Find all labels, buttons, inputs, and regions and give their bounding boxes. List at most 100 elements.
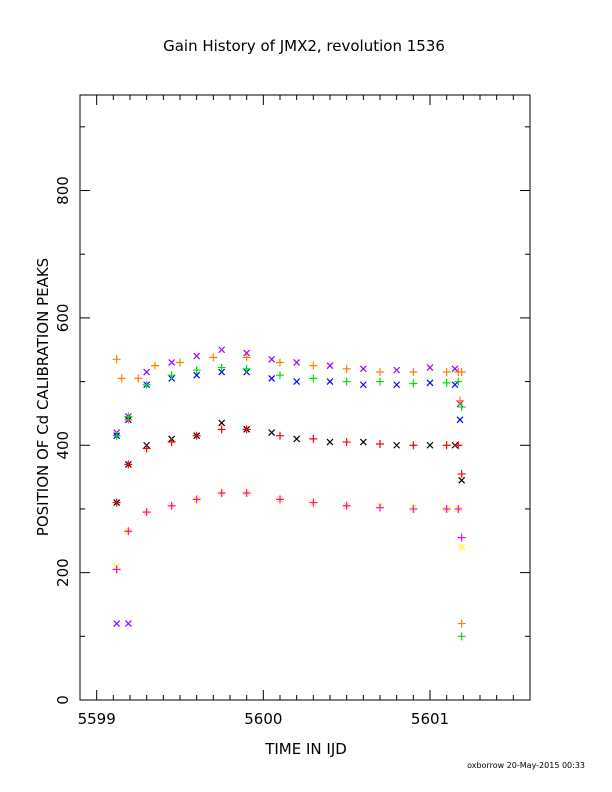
data-point (142, 380, 151, 389)
data-point (117, 374, 126, 383)
data-point (442, 378, 451, 387)
data-point (309, 374, 318, 383)
data-point (376, 439, 384, 448)
data-point (326, 362, 334, 370)
data-point (393, 441, 401, 449)
data-point (276, 358, 284, 367)
data-point (409, 368, 418, 377)
data-point (309, 361, 318, 370)
data-point (217, 489, 226, 498)
data-point (454, 441, 463, 450)
plot-frame (79, 94, 531, 701)
data-point (309, 498, 318, 507)
x-tick-label: 5601 (411, 710, 449, 728)
data-point (359, 365, 367, 373)
data-point (454, 504, 463, 513)
data-point (113, 620, 121, 628)
data-point (134, 374, 143, 383)
data-point (426, 364, 434, 371)
series-4 (113, 419, 466, 507)
x-tick-label: 5599 (78, 710, 116, 728)
series-8 (113, 620, 132, 628)
data-point (326, 438, 334, 446)
data-point (326, 378, 334, 386)
x-axis-label: TIME IN IJD (264, 740, 347, 758)
data-point (342, 501, 351, 510)
series-10 (457, 632, 466, 641)
data-point (426, 441, 434, 449)
data-point (143, 368, 151, 376)
data-point (217, 363, 226, 372)
data-point (457, 368, 466, 377)
data-point (167, 438, 176, 447)
data-point (442, 504, 451, 513)
data-point (442, 368, 451, 377)
data-point (209, 353, 218, 362)
data-point (276, 495, 284, 504)
series-5 (112, 425, 466, 507)
data-point (124, 620, 132, 628)
series-3 (112, 363, 466, 440)
series-9 (457, 619, 466, 628)
data-point (456, 396, 464, 405)
y-tick-label: 600 (54, 304, 72, 333)
data-point (217, 425, 226, 434)
x-tick-label: 5600 (244, 710, 282, 728)
data-point (409, 441, 418, 450)
data-point (442, 441, 451, 450)
data-point (276, 371, 284, 380)
data-point (426, 379, 434, 387)
data-point (454, 377, 463, 386)
series-6 (113, 489, 466, 570)
data-point (359, 438, 367, 446)
data-point (293, 378, 301, 386)
data-point (218, 346, 226, 354)
data-point (376, 503, 384, 512)
data-point (276, 431, 284, 440)
data-point (309, 434, 318, 443)
data-point (268, 374, 276, 382)
data-point (124, 412, 133, 421)
y-tick-label: 200 (54, 558, 72, 587)
data-point (124, 460, 133, 469)
y-tick-label: 800 (54, 176, 72, 205)
data-point (451, 365, 459, 373)
data-point (268, 355, 276, 363)
data-point (458, 476, 466, 484)
data-point (142, 508, 151, 517)
data-point (112, 431, 121, 440)
data-point (457, 469, 466, 478)
data-point (342, 438, 351, 447)
data-point (193, 371, 201, 379)
data-point (268, 429, 276, 436)
data-point (151, 361, 159, 370)
data-point (242, 353, 251, 362)
data-point (457, 619, 466, 628)
series-7 (112, 489, 466, 574)
y-tick-label: 400 (54, 431, 72, 460)
data-point (112, 355, 121, 364)
data-point (142, 444, 151, 453)
data-point (192, 431, 201, 440)
data-point (451, 381, 459, 389)
data-points (112, 346, 466, 641)
data-point (376, 377, 384, 386)
y-tick-label: 0 (54, 695, 72, 705)
data-point (192, 366, 201, 375)
data-point (167, 501, 176, 510)
series-0 (113, 346, 464, 436)
data-point (293, 359, 301, 366)
data-point (167, 371, 176, 380)
data-point (456, 416, 464, 424)
data-point (176, 358, 184, 367)
data-point (243, 349, 251, 357)
data-point (376, 368, 384, 377)
data-point (409, 379, 418, 388)
data-point (193, 352, 201, 360)
axis-ticks: 5599 5600 5601 0 200 400 600 800 (54, 95, 531, 728)
data-point (409, 504, 418, 513)
data-point (112, 498, 121, 507)
data-point (342, 364, 351, 373)
data-point (457, 632, 466, 641)
